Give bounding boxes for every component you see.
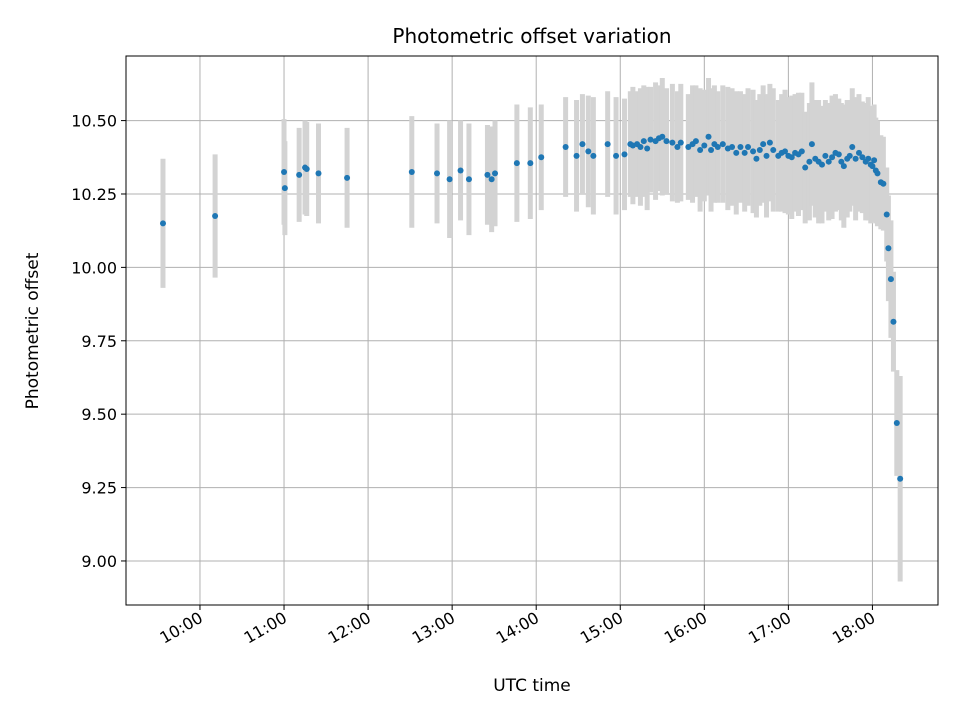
data-point xyxy=(281,185,288,192)
data-point xyxy=(806,158,813,165)
data-point xyxy=(760,141,767,148)
data-point xyxy=(674,144,681,151)
data-point xyxy=(669,139,676,146)
data-point xyxy=(465,176,472,183)
chart-title: Photometric offset variation xyxy=(392,24,671,48)
data-point xyxy=(714,144,721,151)
data-point xyxy=(701,142,708,149)
data-point xyxy=(869,163,876,170)
data-point xyxy=(484,171,491,178)
data-point xyxy=(408,168,415,175)
data-point xyxy=(829,154,836,161)
data-point xyxy=(766,139,773,146)
data-point xyxy=(865,155,872,162)
data-point xyxy=(637,144,644,151)
data-point xyxy=(281,168,288,175)
data-point xyxy=(659,133,666,140)
data-point xyxy=(798,148,805,155)
data-point xyxy=(613,152,620,159)
data-points xyxy=(159,133,904,482)
data-point xyxy=(663,138,670,145)
data-point xyxy=(212,213,219,220)
data-point xyxy=(835,151,842,158)
data-point xyxy=(719,141,726,148)
data-point xyxy=(808,141,815,148)
data-point xyxy=(562,144,569,151)
data-point xyxy=(846,152,853,159)
data-point xyxy=(590,152,597,159)
data-point xyxy=(705,133,712,140)
data-point xyxy=(640,138,647,145)
y-tick-label: 9.50 xyxy=(81,405,117,424)
data-point xyxy=(756,146,763,153)
data-point xyxy=(538,154,545,161)
data-point xyxy=(604,141,611,148)
data-point xyxy=(677,139,684,146)
data-point xyxy=(840,163,847,170)
data-point xyxy=(708,146,715,153)
y-tick-label: 10.25 xyxy=(71,185,117,204)
data-point xyxy=(838,158,845,165)
data-point xyxy=(434,170,441,177)
data-point xyxy=(513,160,520,167)
y-axis-label: Photometric offset xyxy=(23,252,43,409)
data-point xyxy=(849,144,856,151)
data-point xyxy=(883,211,890,218)
data-point xyxy=(573,152,580,159)
y-tick-label: 9.75 xyxy=(81,332,117,351)
data-point xyxy=(344,174,351,181)
data-point xyxy=(802,164,809,171)
data-point xyxy=(745,144,752,151)
data-point xyxy=(874,170,881,177)
y-tick-label: 9.25 xyxy=(81,479,117,498)
data-point xyxy=(579,141,586,148)
data-point xyxy=(855,149,862,156)
y-tick-label: 9.00 xyxy=(81,552,117,571)
data-point xyxy=(492,170,499,177)
data-point xyxy=(159,220,166,227)
data-point xyxy=(303,166,310,173)
data-point xyxy=(753,155,760,162)
data-point xyxy=(885,245,892,252)
data-point xyxy=(890,318,897,325)
data-point xyxy=(897,475,904,482)
data-point xyxy=(770,146,777,153)
y-tick-label: 10.00 xyxy=(71,258,117,277)
data-point xyxy=(621,151,628,158)
data-point xyxy=(729,144,736,151)
data-point xyxy=(644,145,651,152)
data-point xyxy=(692,138,699,145)
data-point xyxy=(527,160,534,167)
data-point xyxy=(763,152,770,159)
data-point xyxy=(697,146,704,153)
data-point xyxy=(315,170,322,177)
data-point xyxy=(822,152,829,159)
data-point xyxy=(446,176,453,183)
data-point xyxy=(488,176,495,183)
data-point xyxy=(647,136,654,143)
data-point xyxy=(893,419,900,426)
data-point xyxy=(852,155,859,162)
data-point xyxy=(296,171,303,178)
data-point xyxy=(825,158,832,165)
data-point xyxy=(741,149,748,156)
data-point xyxy=(819,161,825,168)
data-point xyxy=(887,276,894,283)
y-axis-ticks: 9.00 9.25 9.50 9.75 10.00 10.25 10.50 xyxy=(71,112,126,571)
x-axis-label: UTC time xyxy=(493,676,571,696)
data-point xyxy=(457,167,464,174)
data-point xyxy=(685,144,692,151)
data-point xyxy=(788,154,795,161)
data-point xyxy=(859,154,866,161)
y-tick-label: 10.50 xyxy=(71,112,117,131)
data-point xyxy=(750,148,757,155)
data-point xyxy=(733,149,740,156)
data-point xyxy=(782,148,789,155)
data-point xyxy=(737,144,744,151)
data-point xyxy=(880,180,887,187)
data-point xyxy=(871,157,878,164)
data-point xyxy=(585,148,592,155)
plot-frame xyxy=(125,55,939,606)
